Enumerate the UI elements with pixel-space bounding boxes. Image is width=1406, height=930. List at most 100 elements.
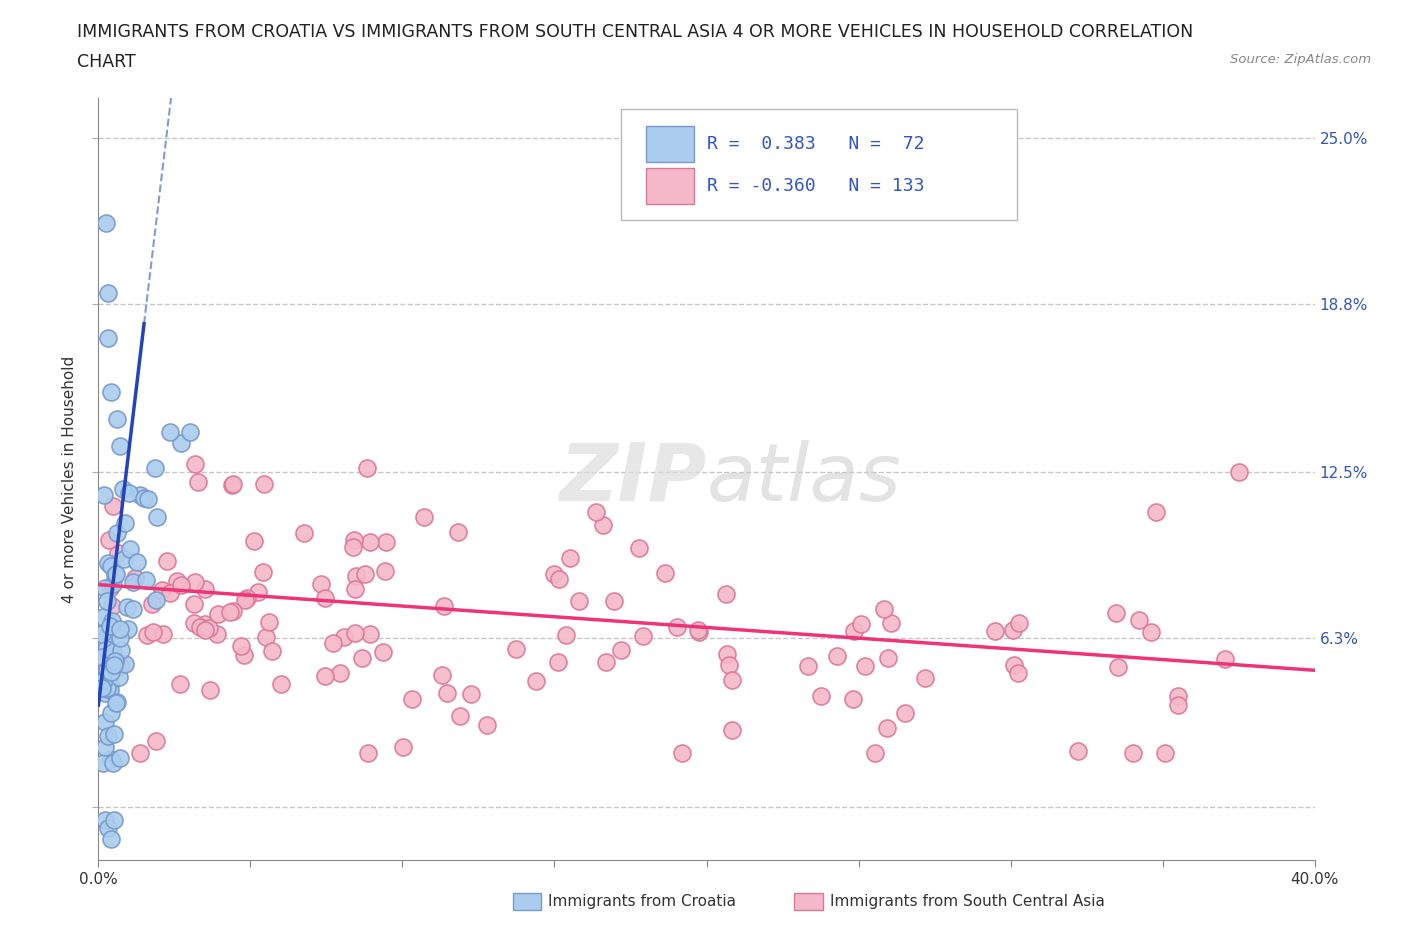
Text: Source: ZipAtlas.com: Source: ZipAtlas.com: [1230, 53, 1371, 66]
Point: [254, 630, 277, 644]
Point: [333, 630, 356, 644]
Point: [720, 723, 742, 737]
Point: [825, 649, 848, 664]
Y-axis label: 4 or more Vehicles in Household: 4 or more Vehicles in Household: [62, 355, 77, 603]
Point: [233, 593, 256, 608]
Point: [100, 664, 122, 679]
Point: [97, 555, 120, 570]
Point: [344, 568, 367, 583]
Point: [122, 575, 145, 590]
Point: [229, 639, 252, 654]
Point: [610, 643, 633, 658]
Point: [356, 460, 378, 475]
Point: [447, 525, 470, 539]
Point: [1128, 613, 1150, 628]
Point: [103, 813, 125, 828]
Point: [1107, 660, 1129, 675]
Point: [100, 751, 122, 766]
Point: [98, 671, 121, 686]
Point: [1139, 625, 1161, 640]
Point: [104, 568, 127, 583]
Point: [183, 597, 205, 612]
Point: [110, 621, 132, 636]
Point: [188, 619, 211, 634]
Point: [984, 623, 1007, 638]
Point: [505, 642, 527, 657]
Point: [343, 581, 366, 596]
Point: [603, 593, 626, 608]
Text: R =  0.383   N =  72: R = 0.383 N = 72: [707, 135, 924, 153]
Text: IMMIGRANTS FROM CROATIA VS IMMIGRANTS FROM SOUTH CENTRAL ASIA 4 OR MORE VEHICLES: IMMIGRANTS FROM CROATIA VS IMMIGRANTS FR…: [77, 23, 1194, 41]
Point: [894, 705, 917, 720]
Point: [125, 555, 148, 570]
Point: [108, 631, 131, 645]
Point: [129, 488, 152, 503]
Point: [117, 622, 139, 637]
Point: [105, 525, 128, 540]
Point: [688, 625, 710, 640]
Point: [314, 591, 336, 605]
FancyBboxPatch shape: [645, 126, 695, 163]
Point: [314, 669, 336, 684]
Point: [93, 813, 115, 828]
Point: [554, 628, 576, 643]
Point: [112, 551, 135, 566]
Point: [108, 659, 131, 674]
Point: [93, 487, 115, 502]
Point: [628, 540, 651, 555]
Point: [91, 756, 114, 771]
Point: [1167, 689, 1189, 704]
Point: [142, 625, 165, 640]
Point: [343, 533, 366, 548]
Point: [207, 606, 229, 621]
Point: [322, 635, 344, 650]
Point: [169, 677, 191, 692]
Point: [412, 510, 434, 525]
Point: [97, 672, 120, 687]
Point: [716, 646, 738, 661]
Point: [120, 541, 142, 556]
Point: [103, 726, 125, 741]
Point: [94, 685, 117, 700]
Point: [94, 216, 117, 231]
Point: [1144, 504, 1167, 519]
Point: [104, 696, 127, 711]
Point: [98, 677, 121, 692]
Point: [721, 672, 744, 687]
Point: [433, 599, 456, 614]
Point: [179, 425, 201, 440]
Point: [633, 629, 655, 644]
Point: [96, 286, 118, 300]
Point: [98, 580, 121, 595]
Point: [373, 644, 395, 659]
Point: [1154, 746, 1177, 761]
Point: [108, 751, 131, 765]
Point: [105, 695, 128, 710]
Point: [880, 616, 903, 631]
Point: [460, 686, 482, 701]
Point: [103, 644, 125, 659]
Point: [810, 688, 832, 703]
Point: [329, 665, 352, 680]
Point: [104, 654, 127, 669]
Point: [270, 677, 292, 692]
Point: [374, 564, 396, 578]
Point: [374, 534, 396, 549]
Point: [108, 438, 131, 453]
Point: [1213, 652, 1236, 667]
Point: [294, 525, 316, 540]
Point: [101, 599, 124, 614]
Point: [97, 626, 120, 641]
Point: [221, 478, 243, 493]
Point: [100, 706, 122, 721]
Point: [103, 658, 125, 672]
Point: [128, 746, 150, 761]
Point: [159, 585, 181, 600]
Point: [107, 546, 129, 561]
Point: [592, 518, 614, 533]
Point: [96, 331, 118, 346]
Point: [1007, 666, 1029, 681]
Point: [187, 474, 209, 489]
Point: [851, 616, 873, 631]
Point: [114, 656, 136, 671]
